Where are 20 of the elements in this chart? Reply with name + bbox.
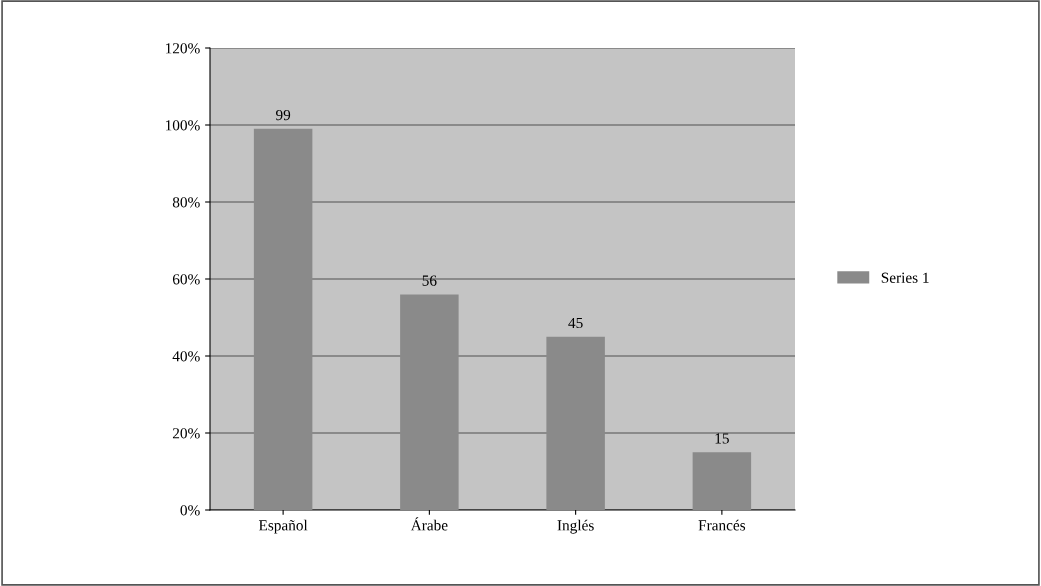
- data-label: 45: [568, 317, 583, 329]
- x-tick-label: Árabe: [410, 517, 448, 531]
- bar: [692, 452, 752, 510]
- legend-label: Series 1: [881, 272, 929, 283]
- bar: [546, 336, 605, 510]
- y-tick-label: 20%: [172, 428, 200, 439]
- x-tick-label: Francés: [698, 519, 746, 531]
- y-tick-label: 0%: [180, 505, 200, 516]
- y-tick-label: 100%: [165, 120, 200, 131]
- x-tick-label: Inglés: [557, 519, 594, 534]
- data-label: 56: [422, 275, 437, 286]
- bar: [253, 128, 313, 510]
- y-tick-label: 40%: [172, 351, 200, 362]
- data-label: 99: [275, 109, 291, 121]
- data-label: 15: [715, 433, 729, 444]
- bar: [400, 294, 459, 510]
- x-tick-label: Español: [258, 519, 308, 534]
- y-tick-label: 80%: [172, 197, 200, 208]
- y-tick-label: 120%: [165, 43, 200, 54]
- y-tick-label: 60%: [172, 274, 200, 285]
